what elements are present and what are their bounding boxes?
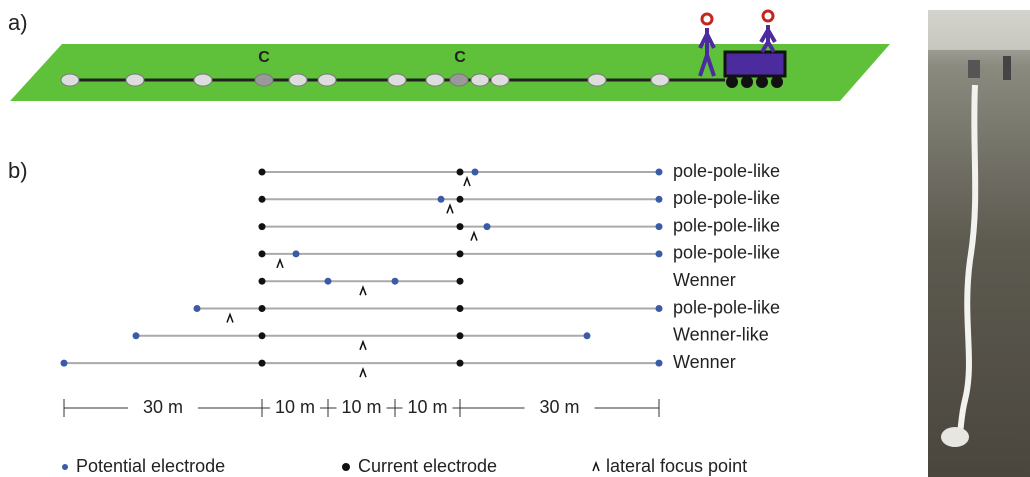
potential-electrode: [656, 223, 663, 230]
potential-electrode: [584, 332, 591, 339]
potential-electrode: [656, 360, 663, 367]
legend-label: Current electrode: [358, 456, 497, 476]
current-electrode: [457, 169, 464, 176]
potential-electrode: [656, 305, 663, 312]
current-electrode: [457, 360, 464, 367]
row-label: Wenner: [673, 270, 736, 290]
electrode: [318, 74, 336, 86]
current-electrode: [259, 196, 266, 203]
focus-point: [227, 315, 233, 323]
potential-electrode: [392, 278, 399, 285]
current-electrode: [259, 305, 266, 312]
focus-point: [360, 369, 366, 377]
current-mark: C: [454, 49, 466, 66]
current-electrode: [259, 169, 266, 176]
row-label: pole-pole-like: [673, 188, 780, 208]
legend-label: Potential electrode: [76, 456, 225, 476]
panel-label: a): [8, 10, 28, 35]
potential-electrode: [293, 250, 300, 257]
focus-point: [471, 233, 477, 241]
electrode: [588, 74, 606, 86]
scale-label: 30 m: [539, 397, 579, 417]
scale-label: 30 m: [143, 397, 183, 417]
configurations: pole-pole-like pole-pole-like pole-pole-li…: [61, 161, 781, 377]
electrode: [255, 74, 273, 86]
current-electrode: [457, 250, 464, 257]
figure: a) C C b) pole-pole-likepole-pole-likepo…: [0, 0, 1030, 477]
scale-label: 10 m: [275, 397, 315, 417]
row-label: Wenner-like: [673, 325, 769, 345]
panel-label: b): [8, 158, 28, 183]
electrode: [61, 74, 79, 86]
focus-point: [360, 342, 366, 350]
focus-point: [447, 205, 453, 213]
electrode: [471, 74, 489, 86]
potential-electrode: [133, 332, 140, 339]
potential-electrode: [656, 196, 663, 203]
electrode: [289, 74, 307, 86]
electrode: [126, 74, 144, 86]
scale-bar: 30 m 10 m 10 m 10 m 30 m: [64, 396, 659, 420]
current-electrode: [259, 250, 266, 257]
current-electrode: [457, 223, 464, 230]
focus-point: [464, 178, 470, 186]
electrode: [491, 74, 509, 86]
focus-point: [360, 287, 366, 295]
scale-label: 10 m: [341, 397, 381, 417]
potential-electrode: [61, 360, 68, 367]
electrode: [388, 74, 406, 86]
potential-electrode: [438, 196, 445, 203]
row-label: Wenner: [673, 352, 736, 372]
legend: Potential electrode Current electrode la…: [62, 456, 747, 476]
electrode: [426, 74, 444, 86]
current-electrode: [259, 223, 266, 230]
current-electrode: [457, 278, 464, 285]
scale-label: 10 m: [407, 397, 447, 417]
current-electrode: [259, 360, 266, 367]
potential-electrode: [484, 223, 491, 230]
current-electrode: [259, 332, 266, 339]
potential-electrode: [656, 169, 663, 176]
electrode: [651, 74, 669, 86]
focus-point: [277, 260, 283, 268]
electrode: [450, 74, 468, 86]
potential-electrode: [325, 278, 332, 285]
photo: [928, 10, 1030, 477]
potential-electrode: [194, 305, 201, 312]
potential-electrode: [656, 250, 663, 257]
current-electrode: [259, 278, 266, 285]
current-mark: C: [258, 49, 270, 66]
electrode: [194, 74, 212, 86]
potential-electrode: [472, 169, 479, 176]
current-electrode: [457, 332, 464, 339]
row-label: pole-pole-like: [673, 161, 780, 181]
current-electrode: [457, 196, 464, 203]
current-electrode: [457, 305, 464, 312]
row-label: pole-pole-like: [673, 215, 780, 235]
row-label: pole-pole-like: [673, 243, 780, 263]
legend-label: lateral focus point: [606, 456, 747, 476]
row-label: pole-pole-like: [673, 297, 780, 317]
